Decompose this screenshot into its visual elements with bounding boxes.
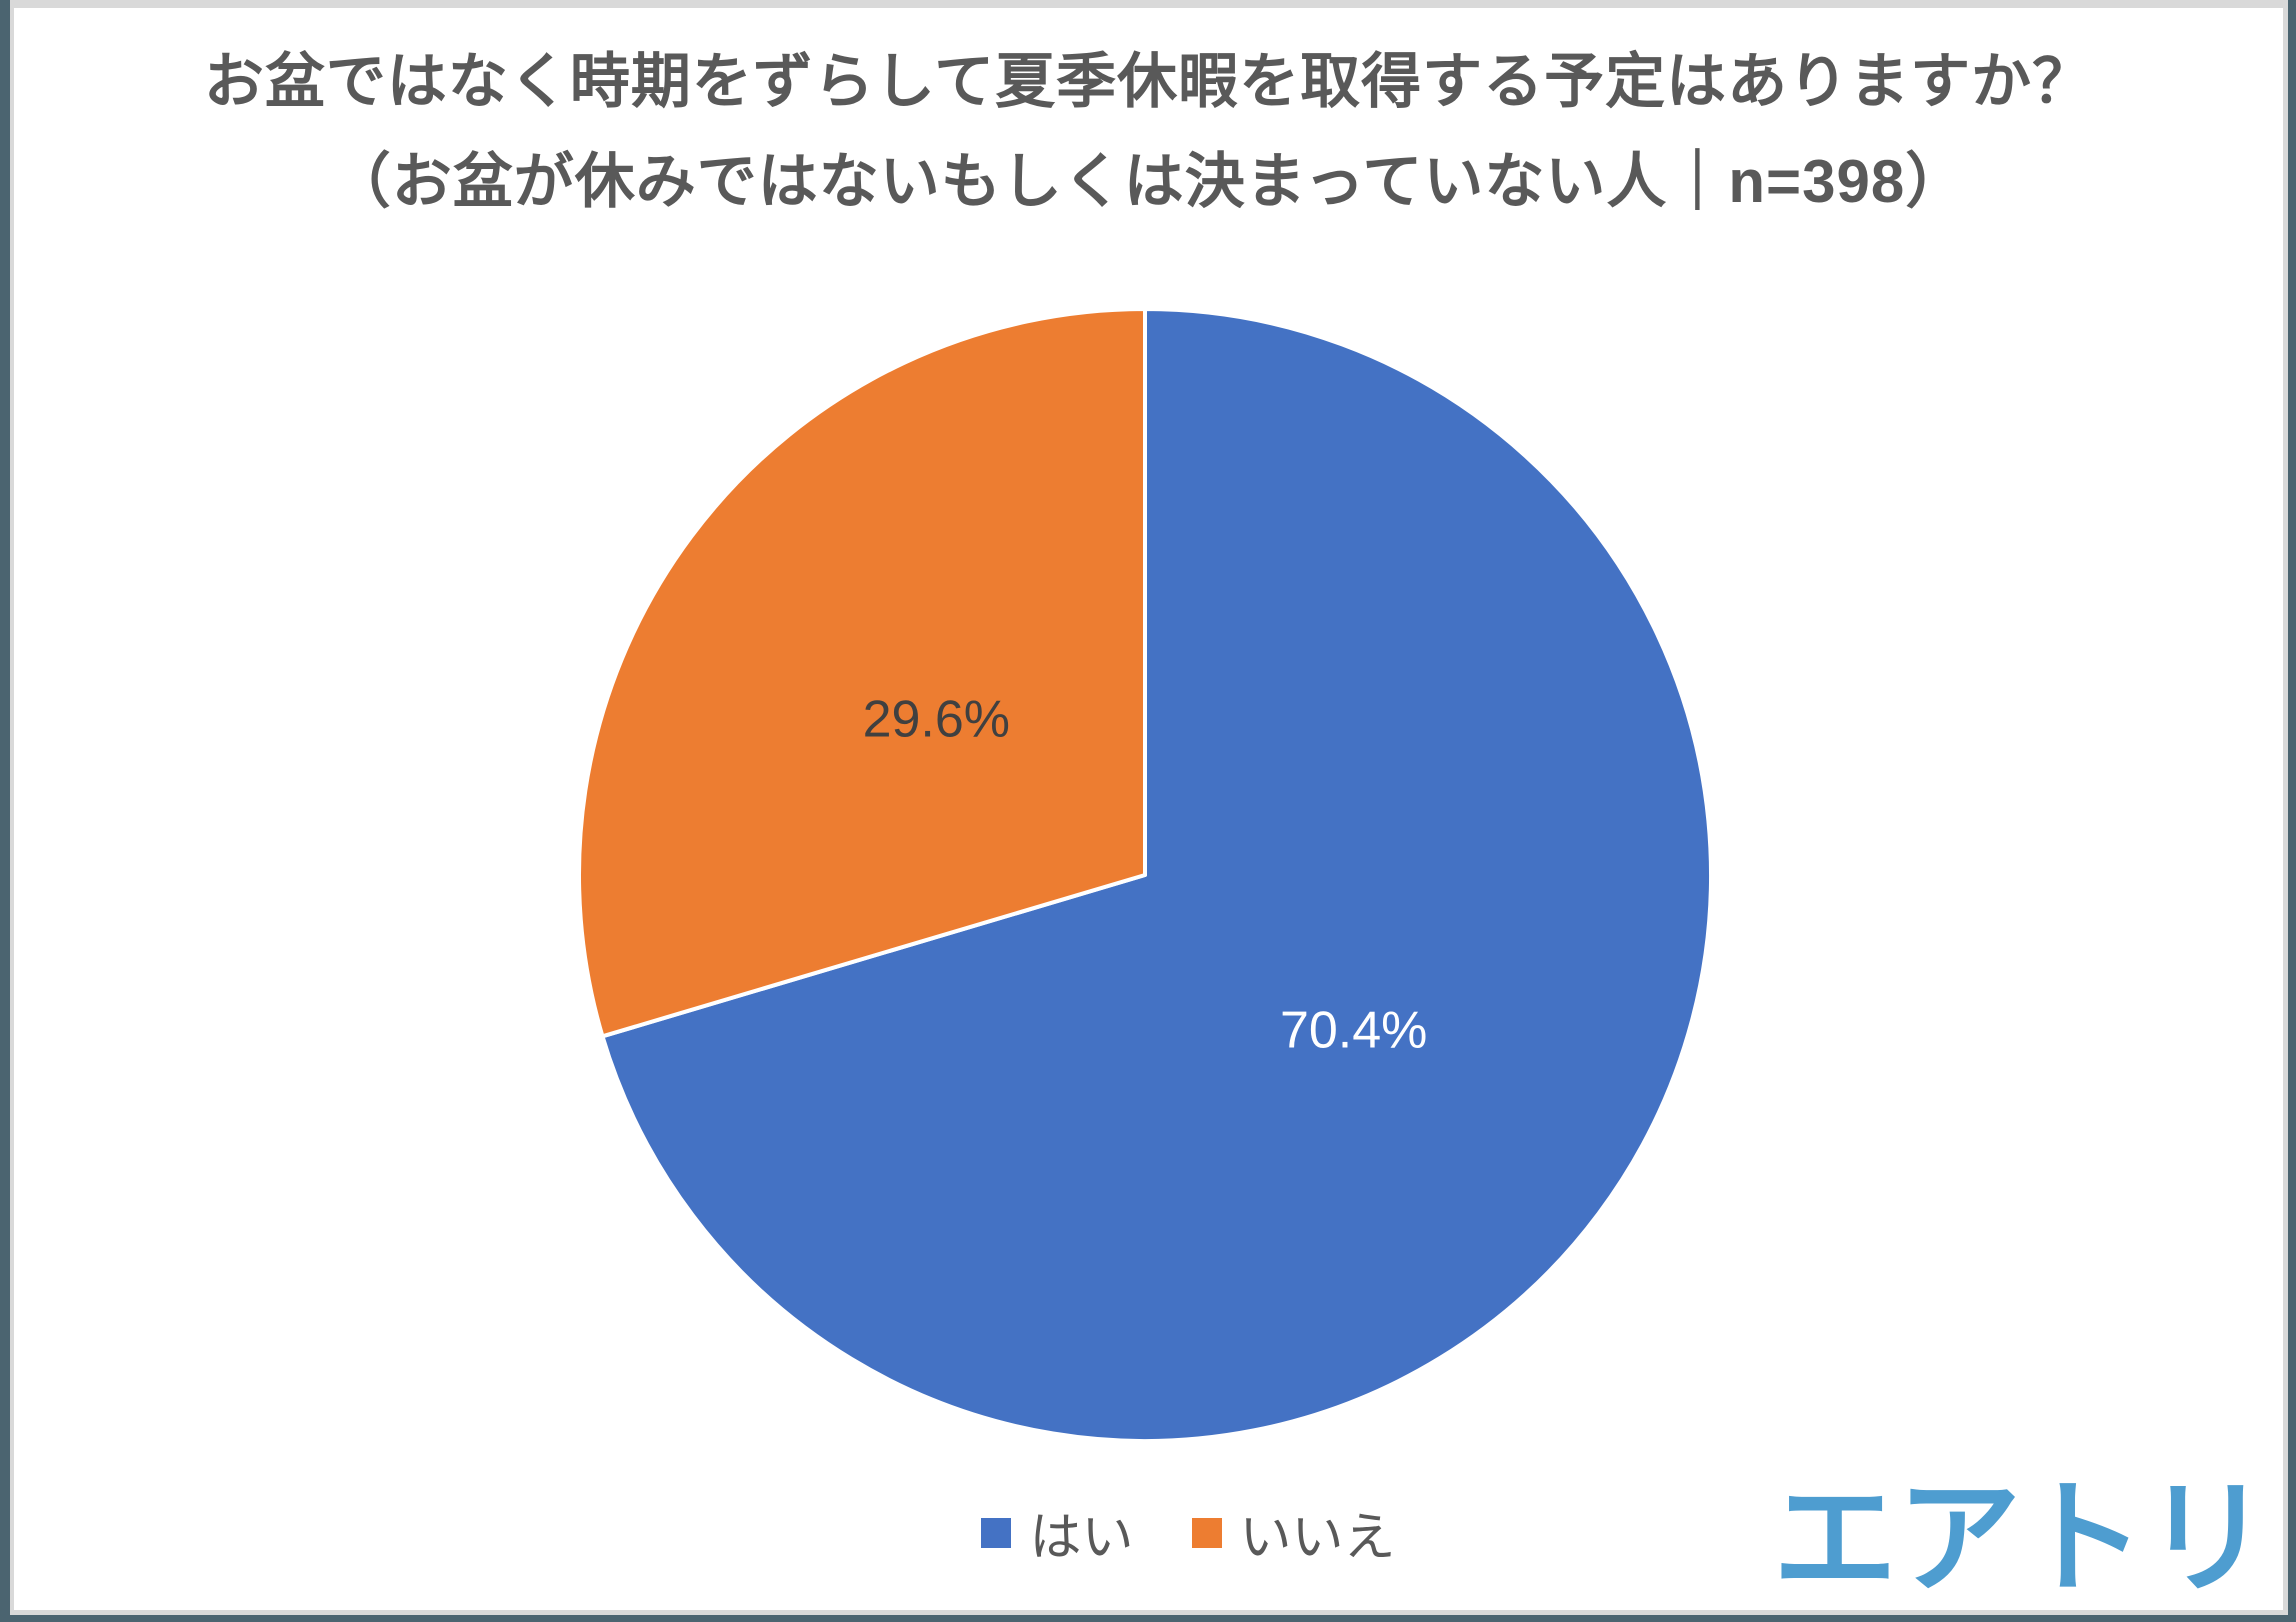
chart-legend: はい いいえ	[54, 1495, 2283, 1570]
legend-swatch-icon	[981, 1517, 1012, 1548]
pie-slice-いいえ	[577, 307, 1147, 1039]
brand-logo: エアトリ	[1772, 1470, 2269, 1609]
pie-slice-はい	[600, 307, 1713, 1443]
legend-item-いいえ: いいえ	[1191, 1495, 1396, 1570]
chart-title-line-1: お盆ではなく時期をずらして夏季休暇を取得する予定はありますか？	[203, 48, 2094, 115]
page-frame-inner: お盆ではなく時期をずらして夏季休暇を取得する予定はありますか？ （お盆が休みでは…	[10, 0, 2288, 1615]
legend-label: いいえ	[1239, 1509, 1396, 1567]
legend-item-はい: はい	[981, 1495, 1134, 1570]
legend-swatch-icon	[1191, 1517, 1222, 1548]
chart-title-line-2: （お盆が休みではないもしくは決まっていない人｜n=398）	[330, 148, 1967, 215]
pie-data-label-はい: 70.4%	[1280, 1002, 1427, 1060]
chart-title: お盆ではなく時期をずらして夏季休暇を取得する予定はありますか？ （お盆が休みでは…	[14, 32, 2283, 232]
legend-label: はい	[1029, 1509, 1134, 1567]
pie-data-label-いいえ: 29.6%	[863, 690, 1010, 748]
chart-area: お盆ではなく時期をずらして夏季休暇を取得する予定はありますか？ （お盆が休みでは…	[14, 8, 2283, 1610]
pie-chart: 70.4% 29.6%	[577, 307, 1713, 1443]
